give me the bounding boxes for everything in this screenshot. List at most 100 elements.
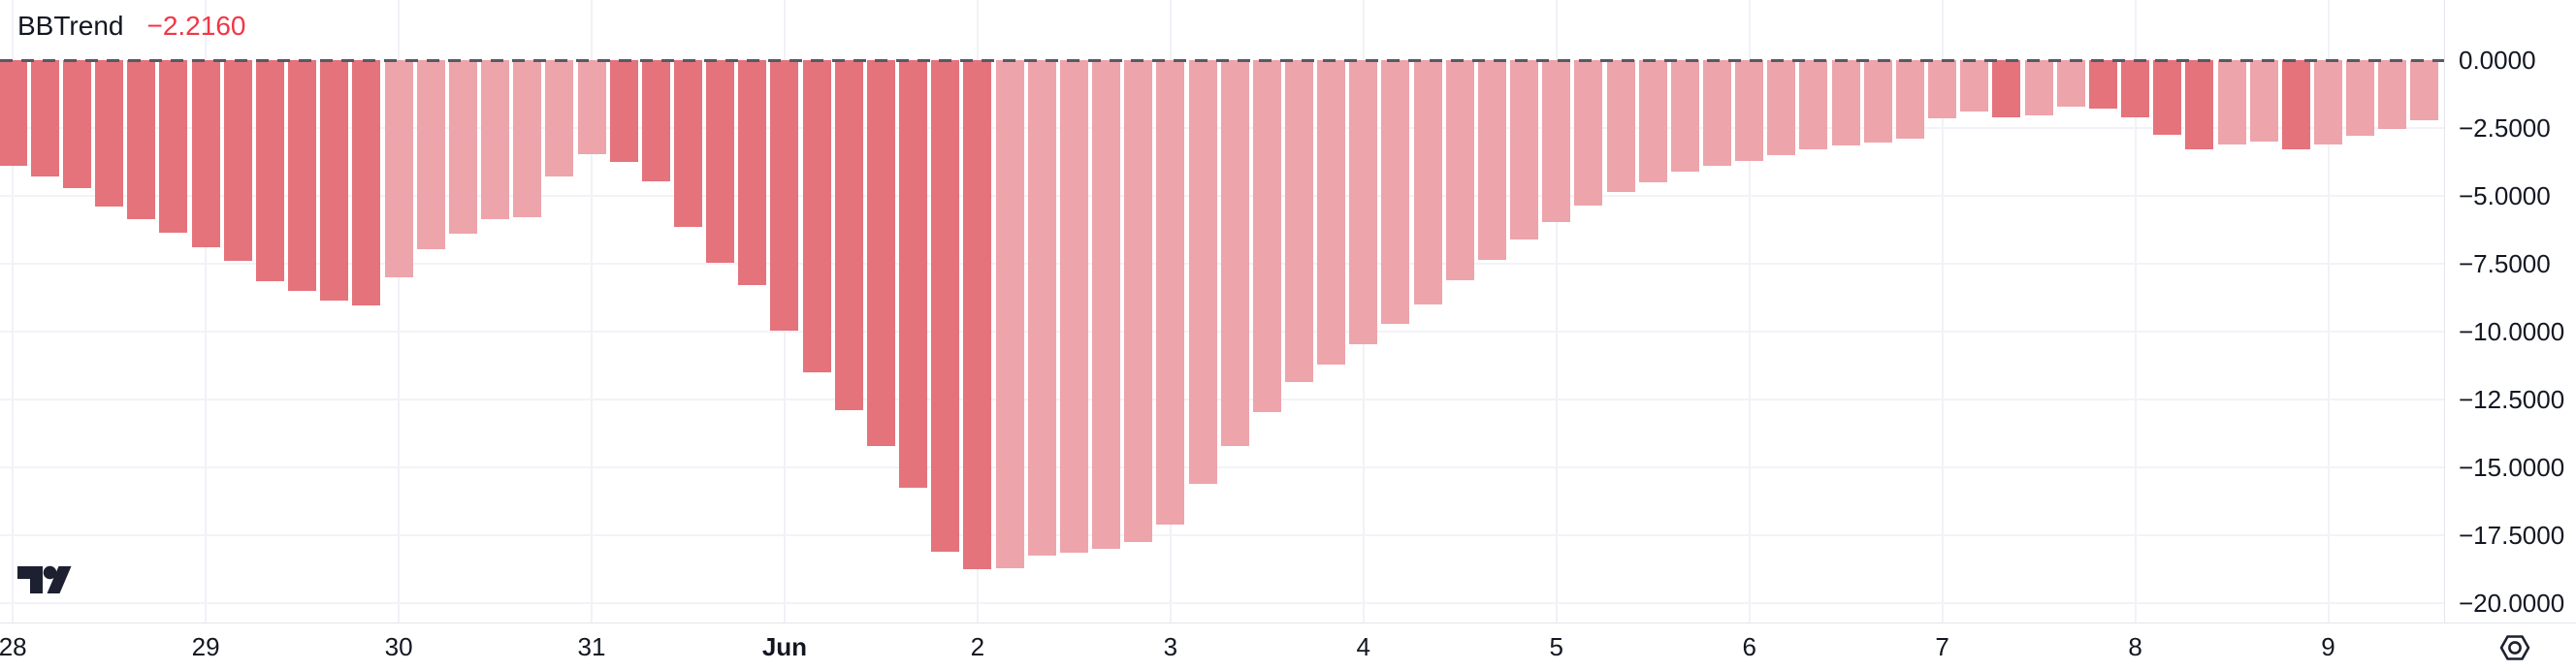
histogram-bar	[770, 60, 799, 331]
time-axis-label: 31	[577, 632, 606, 661]
histogram-bar	[223, 60, 252, 261]
time-axis-label: 4	[1356, 632, 1371, 661]
horizontal-gridline	[0, 602, 2444, 604]
histogram-bar	[931, 60, 960, 552]
vertical-gridline	[398, 0, 401, 623]
histogram-bar	[0, 60, 27, 166]
price-axis-label: −15.0000	[2459, 453, 2565, 482]
time-axis-label: 5	[1549, 632, 1563, 661]
price-axis[interactable]: 0.0000 −2.5000 −5.0000 −7.5000 −10.0000 −12.5…	[2444, 0, 2576, 623]
price-axis-label: −2.5000	[2459, 113, 2551, 143]
histogram-bar	[288, 60, 317, 291]
histogram-bar	[963, 60, 992, 569]
histogram-bar	[1284, 60, 1313, 382]
price-axis-label: −10.0000	[2459, 317, 2565, 346]
histogram-bar	[1124, 60, 1153, 542]
histogram-bar	[2024, 60, 2053, 115]
histogram-bar	[866, 60, 895, 446]
zero-baseline-dashed	[0, 59, 2444, 62]
histogram-bar	[577, 60, 606, 154]
vertical-gridline	[1748, 0, 1751, 623]
histogram-bar	[2281, 60, 2310, 149]
histogram-bar	[1735, 60, 1764, 161]
histogram-bar	[1188, 60, 1217, 484]
histogram-bar	[1381, 60, 1410, 324]
histogram-bar	[2314, 60, 2342, 144]
horizontal-gridline	[0, 466, 2444, 468]
vertical-gridline	[591, 0, 594, 623]
histogram-bar	[1960, 60, 1989, 112]
tradingview-logo[interactable]	[17, 565, 72, 594]
histogram-bar	[2410, 60, 2439, 120]
histogram-bar	[1220, 60, 1249, 446]
histogram-bar	[1059, 60, 1088, 553]
vertical-gridline	[12, 0, 15, 623]
histogram-bar	[1445, 60, 1474, 280]
histogram-bar	[2249, 60, 2278, 142]
histogram-bar	[127, 60, 156, 219]
histogram-bar	[1928, 60, 1957, 118]
price-axis-label: −12.5000	[2459, 385, 2565, 414]
histogram-bar	[2217, 60, 2246, 144]
histogram-bar	[2346, 60, 2375, 136]
histogram-bar	[1092, 60, 1121, 549]
horizontal-gridline	[0, 534, 2444, 536]
price-axis-label: −5.0000	[2459, 181, 2551, 210]
time-axis-label: 3	[1163, 632, 1178, 661]
histogram-bar	[1510, 60, 1539, 240]
histogram-bar	[1895, 60, 1924, 139]
time-axis-label: 29	[191, 632, 220, 661]
histogram-bar	[1317, 60, 1346, 365]
histogram-bar	[481, 60, 510, 219]
time-axis-label: 6	[1742, 632, 1756, 661]
histogram-bar	[1606, 60, 1635, 192]
chart-plot-area[interactable]	[0, 0, 2444, 623]
histogram-bar	[1863, 60, 1892, 143]
time-axis-label: Jun	[761, 632, 808, 661]
histogram-bar	[1477, 60, 1506, 260]
histogram-bar	[352, 60, 381, 305]
histogram-bar	[899, 60, 928, 488]
histogram-bar	[1252, 60, 1281, 412]
histogram-bar	[2056, 60, 2085, 107]
vertical-gridline	[1941, 0, 1944, 623]
histogram-bar	[30, 60, 59, 176]
histogram-bar	[191, 60, 220, 247]
histogram-bar	[95, 60, 124, 207]
price-axis-label: −7.5000	[2459, 249, 2551, 278]
vertical-gridline	[2327, 0, 2330, 623]
histogram-bar	[255, 60, 284, 281]
histogram-bar	[1574, 60, 1603, 206]
axis-settings-hexagon-icon[interactable]	[2498, 631, 2531, 664]
time-axis[interactable]: 28 29 30 31 Jun 2 3 4 5 6 7 8 9	[0, 623, 2576, 671]
vertical-gridline	[1555, 0, 1558, 623]
histogram-bar	[448, 60, 477, 234]
histogram-bar	[1156, 60, 1185, 525]
histogram-bar	[1799, 60, 1828, 149]
indicator-title[interactable]: BBTrend	[17, 11, 124, 41]
histogram-bar	[384, 60, 413, 277]
histogram-bar	[706, 60, 735, 263]
price-axis-label: −17.5000	[2459, 521, 2565, 550]
histogram-bar	[2088, 60, 2117, 109]
histogram-bar	[1992, 60, 2021, 117]
histogram-bar	[1670, 60, 1699, 172]
time-axis-label: 8	[2128, 632, 2142, 661]
indicator-value: −2.2160	[146, 11, 246, 41]
histogram-bar	[802, 60, 831, 372]
histogram-bar	[1027, 60, 1056, 556]
time-axis-label: 2	[970, 632, 985, 661]
indicator-legend[interactable]: BBTrend −2.2160	[17, 10, 245, 43]
histogram-bar	[995, 60, 1024, 568]
histogram-bar	[641, 60, 670, 181]
histogram-bar	[2185, 60, 2214, 149]
histogram-bar	[2121, 60, 2150, 117]
histogram-bar	[1831, 60, 1860, 145]
time-axis-label: 9	[2321, 632, 2335, 661]
histogram-bar	[673, 60, 702, 227]
histogram-bar	[738, 60, 767, 285]
histogram-bar	[834, 60, 863, 410]
histogram-bar	[1767, 60, 1796, 155]
histogram-bar	[513, 60, 542, 217]
